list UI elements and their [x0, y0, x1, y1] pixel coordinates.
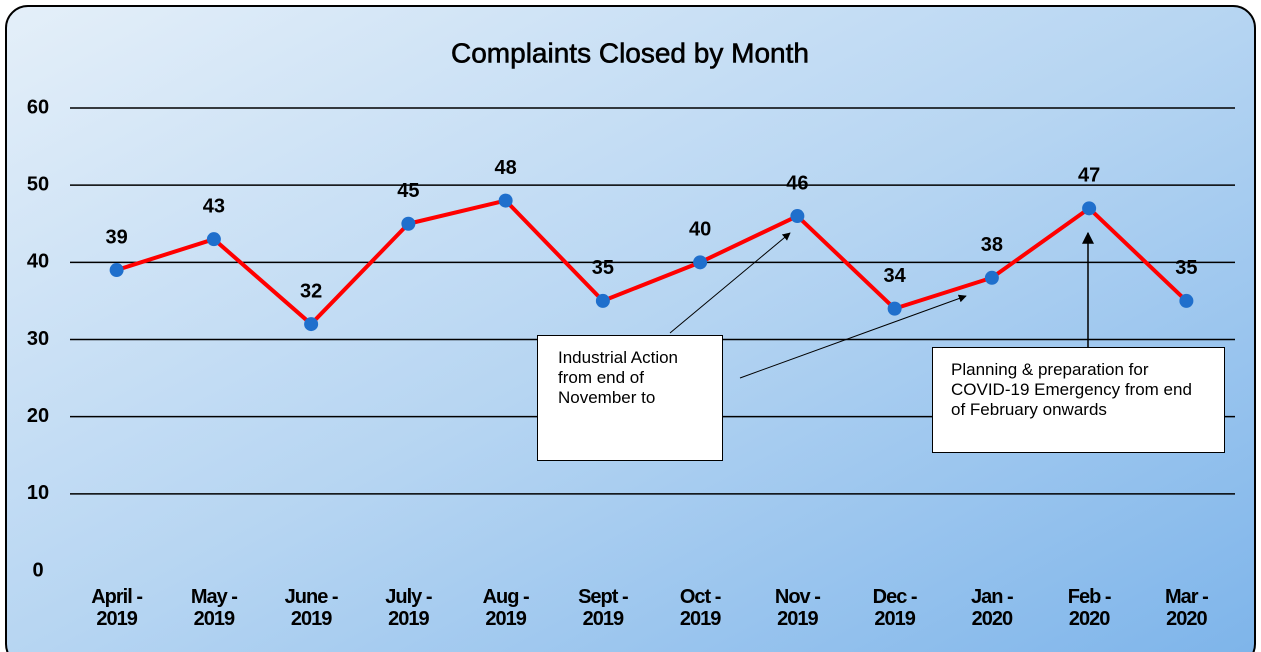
data-point: [693, 255, 708, 270]
x-tick-label: Jan - 2020: [971, 586, 1014, 630]
data-point: [790, 209, 805, 224]
data-point: [1179, 293, 1194, 308]
annotation-arrow: [739, 294, 967, 379]
data-point: [887, 301, 902, 316]
data-label: 40: [689, 219, 711, 241]
data-point: [595, 293, 610, 308]
y-tick-label: 10: [27, 482, 49, 504]
annotation-box: Planning & preparation for COVID-19 Emer…: [932, 347, 1225, 453]
x-tick-label: Dec - 2019: [872, 586, 918, 630]
data-label: 32: [300, 280, 322, 302]
chart-background: [5, 5, 1256, 652]
data-label: 38: [981, 234, 1003, 256]
data-point: [206, 232, 221, 247]
x-tick-label: Mar - 2020: [1164, 586, 1209, 630]
data-label: 35: [1175, 257, 1197, 279]
data-label: 46: [786, 172, 808, 194]
data-label: 43: [203, 195, 225, 217]
x-tick-label: Feb - 2020: [1067, 586, 1112, 630]
data-label: 35: [592, 257, 614, 279]
x-tick-label: July - 2019: [385, 586, 432, 630]
data-point: [498, 193, 513, 208]
data-label: 45: [397, 180, 419, 202]
series-line: [116, 198, 1188, 327]
x-tick-label: Sept - 2019: [578, 586, 629, 630]
data-point: [304, 317, 319, 332]
x-tick-label: Aug - 2019: [482, 586, 530, 630]
y-tick-label: 30: [27, 328, 49, 350]
data-point: [1082, 201, 1097, 216]
x-tick-label: Nov - 2019: [774, 586, 821, 630]
x-tick-label: April - 2019: [91, 586, 143, 630]
y-tick-label: 20: [27, 405, 49, 427]
y-tick-label: 50: [27, 173, 49, 195]
data-label: 34: [884, 265, 907, 287]
annotation-box: Industrial Action from end of November t…: [537, 335, 723, 461]
y-tick-label: 60: [27, 96, 49, 118]
x-tick-label: June - 2019: [284, 586, 339, 630]
y-tick-label: 0: [32, 559, 43, 581]
data-point: [109, 263, 124, 278]
x-tick-label: Oct - 2019: [679, 586, 722, 630]
data-label: 47: [1078, 165, 1100, 187]
chart-title: Complaints Closed by Month: [451, 37, 809, 68]
x-tick-label: May - 2019: [190, 586, 238, 630]
data-point: [401, 216, 416, 231]
annotation-arrow: [669, 232, 791, 334]
data-point: [984, 270, 999, 285]
data-label: 48: [495, 157, 517, 179]
data-label: 39: [106, 226, 128, 248]
y-tick-label: 40: [27, 251, 49, 273]
